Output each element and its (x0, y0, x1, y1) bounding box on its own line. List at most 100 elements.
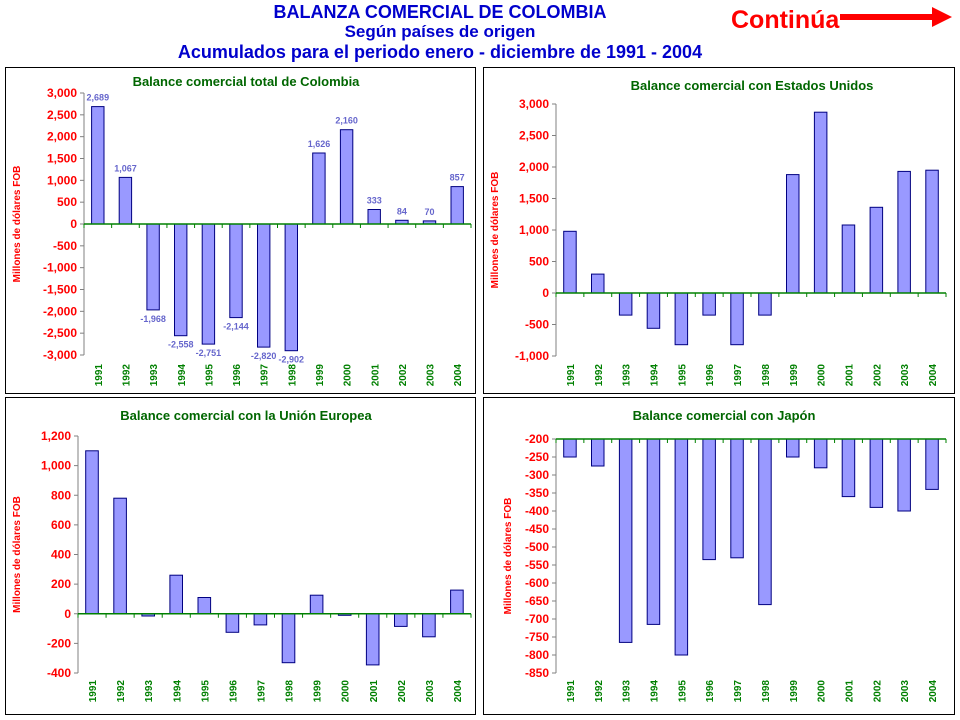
y-tick-label: -500 (53, 239, 77, 253)
y-tick-label: 1,000 (519, 223, 549, 237)
x-tick-label: 1998 (285, 680, 296, 703)
bar-2002 (869, 438, 884, 508)
y-tick-label: 600 (51, 518, 71, 532)
x-tick-label: 1995 (677, 680, 688, 703)
chart-japan: Balance comercial con Japón Millones de d… (503, 408, 947, 703)
bar-1998 (758, 438, 772, 606)
x-tick-label: 2003 (426, 364, 437, 387)
data-label: -2,144 (223, 322, 249, 332)
y-tick-label: -400 (525, 504, 549, 518)
x-tick-label: 2001 (370, 364, 381, 387)
x-tick-label: 1999 (789, 364, 800, 387)
bar-1997 (730, 292, 744, 346)
x-tick-label: 2002 (872, 364, 883, 387)
bar-2000 (813, 111, 828, 294)
x-tick-label: 1999 (789, 680, 800, 703)
bar-1992 (591, 438, 605, 467)
y-tick-label: -300 (525, 468, 549, 482)
y-tick-label: 0 (64, 607, 71, 621)
data-label: -1,968 (140, 314, 166, 324)
bar-1998 (281, 613, 296, 664)
y-tick-label: -1,500 (43, 283, 77, 297)
x-tick-label: 1992 (121, 364, 132, 387)
x-tick-label: 1991 (566, 364, 577, 387)
bar-1999 (312, 152, 326, 225)
y-tick-label: 400 (51, 548, 71, 562)
x-tick-label: 1997 (733, 680, 744, 703)
x-tick-label: 2004 (453, 364, 464, 387)
data-label: -2,558 (168, 340, 194, 350)
y-tick-label: 800 (51, 488, 71, 502)
chart-panel-japan: Balance comercial con Japón Millones de d… (483, 397, 955, 715)
x-tick-label: 1993 (144, 680, 155, 703)
x-tick-label: 1993 (149, 364, 160, 387)
y-tick-label: -2,500 (43, 326, 77, 340)
x-tick-label: 2001 (845, 364, 856, 387)
bar-1995 (674, 438, 689, 656)
chart-title: Balance comercial con Estados Unidos (631, 78, 874, 93)
y-tick-label: -350 (525, 486, 549, 500)
y-tick-label: 2,000 (47, 130, 77, 144)
y-tick-label: -550 (525, 558, 549, 572)
y-tick-label: 1,000 (41, 459, 71, 473)
y-tick-label: 1,500 (519, 192, 549, 206)
x-tick-label: 1992 (594, 364, 605, 387)
y-tick-label: -3,000 (43, 348, 77, 362)
y-tick-label: -400 (47, 666, 71, 680)
x-tick-label: 1991 (94, 364, 105, 387)
chart-panel-eu: Balance comercial con la Unión Europea Mi… (5, 397, 476, 715)
arrow-right-icon[interactable] (840, 6, 952, 28)
bar-1999 (786, 438, 800, 458)
bar-1991 (563, 438, 577, 458)
y-tick-label: 2,000 (519, 160, 549, 174)
page-title: BALANZA COMERCIAL DE COLOMBIA (273, 2, 607, 22)
x-tick-label: 2001 (369, 680, 380, 703)
bar-1992 (113, 497, 127, 615)
x-tick-label: 2004 (453, 680, 464, 703)
bar-1991 (563, 230, 577, 294)
y-tick-label: -250 (525, 450, 549, 464)
y-tick-label: -500 (525, 540, 549, 554)
x-tick-label: 1998 (287, 364, 298, 387)
x-tick-label: 2001 (845, 680, 856, 703)
y-tick-label: 500 (57, 195, 77, 209)
y-tick-label: -450 (525, 522, 549, 536)
bar-2003 (897, 170, 911, 294)
bar-2000 (813, 438, 828, 469)
bar-1992 (591, 273, 605, 294)
bar-1996 (702, 292, 716, 316)
x-tick-label: 1992 (594, 680, 605, 703)
x-tick-label: 1997 (256, 680, 267, 703)
y-tick-label: -700 (525, 612, 549, 626)
bar-1995 (674, 292, 689, 346)
continue-link[interactable]: Continúa (731, 6, 840, 34)
x-tick-label: 1997 (260, 364, 271, 387)
bar-1998 (284, 223, 299, 352)
bar-1992 (118, 176, 133, 225)
x-tick-label: 1996 (705, 364, 716, 387)
x-tick-label: 2000 (343, 364, 354, 387)
data-label: 2,689 (87, 93, 110, 103)
y-axis-label: Millones de dólares FOB (12, 496, 23, 613)
y-tick-label: -850 (525, 666, 549, 680)
bar-1998 (758, 292, 772, 316)
x-tick-label: 2003 (900, 364, 911, 387)
bar-1991 (85, 450, 99, 615)
page-period: Acumulados para el periodo enero - dicie… (177, 42, 703, 62)
x-tick-label: 1993 (622, 680, 633, 703)
data-label: -2,751 (196, 348, 222, 358)
y-tick-label: 3,000 (519, 97, 549, 111)
x-tick-label: 1994 (650, 364, 661, 387)
chart-total-colombia: Balance comercial total de Colombia Millo… (12, 74, 472, 387)
bar-2004 (450, 589, 464, 615)
bar-1996 (229, 223, 243, 319)
y-tick-label: -600 (525, 576, 549, 590)
bar-1994 (646, 292, 661, 329)
chart-panel-usa: Balance comercial con Estados Unidos Mill… (483, 67, 955, 394)
bar-1991 (91, 106, 105, 225)
x-tick-label: 1996 (705, 680, 716, 703)
bar-1995 (201, 223, 216, 345)
bar-2004 (925, 438, 939, 490)
bar-2002 (394, 613, 408, 627)
x-tick-label: 2004 (928, 364, 939, 387)
